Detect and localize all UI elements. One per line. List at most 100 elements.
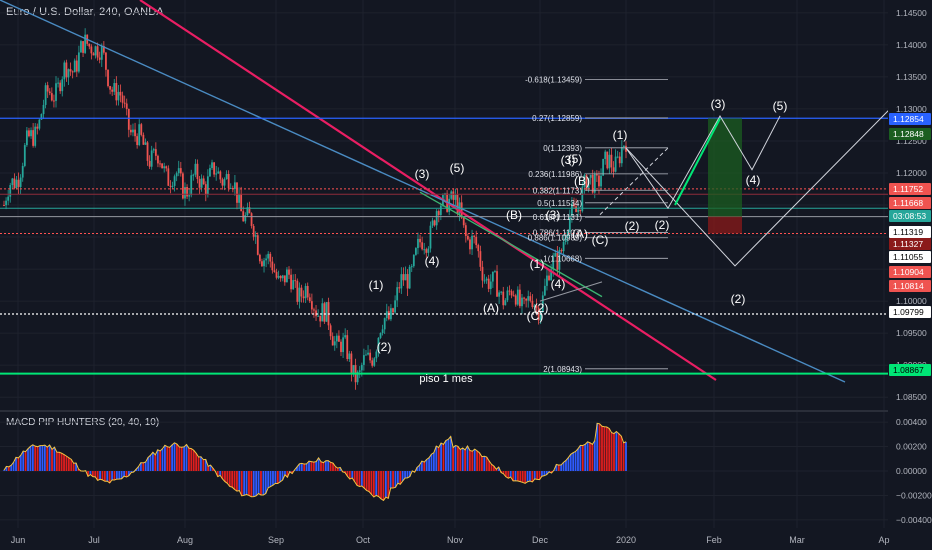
macd-bar [356, 471, 358, 486]
candle-body [589, 174, 592, 178]
macd-bar [380, 471, 382, 499]
candle-body [512, 295, 515, 297]
candle-body [273, 270, 276, 272]
macd-bar [236, 471, 238, 492]
macd-bar [166, 446, 169, 471]
macd-bar [502, 471, 505, 474]
candle-body [219, 171, 222, 180]
time-tick-label: 2020 [616, 535, 636, 545]
price-tick-label: 1.14000 [896, 40, 927, 50]
candle-body [109, 86, 111, 90]
candle-body [42, 104, 45, 115]
candle-body [504, 300, 507, 306]
macd-bar [202, 459, 205, 471]
macd-bar [488, 460, 491, 471]
macd-bar [526, 471, 529, 482]
wave-label: (3) [546, 208, 561, 222]
candle-body [548, 275, 550, 281]
candle-body [254, 235, 257, 237]
macd-bar [41, 445, 44, 471]
candle-body [387, 311, 390, 320]
macd-bar [336, 468, 339, 471]
annotation-label: piso 1 mes [419, 373, 473, 385]
fib-label: -0.618(1.13459) [525, 76, 582, 85]
candle-body [252, 225, 255, 237]
macd-bar [555, 464, 558, 471]
macd-bar [332, 463, 334, 471]
macd-bar [404, 471, 406, 479]
candle-body [552, 256, 555, 270]
macd-bar [240, 471, 243, 496]
candle-body [421, 242, 424, 250]
macd-bar [562, 462, 565, 471]
macd-bar [212, 468, 214, 471]
candle-body [469, 239, 471, 250]
macd-bar [617, 433, 620, 471]
target-zone [708, 118, 742, 217]
projection-path-2 [625, 108, 891, 267]
macd-bar [408, 471, 411, 477]
macd-bar [327, 460, 330, 471]
candle-body [431, 220, 434, 226]
macd-bar [577, 448, 579, 471]
macd-bar [262, 471, 265, 496]
candle-body [196, 163, 199, 180]
wave-label: (2) [655, 218, 670, 232]
candle-body [25, 130, 28, 146]
macd-bar [329, 462, 332, 471]
macd-bar [363, 471, 366, 489]
candle-body [433, 220, 436, 226]
candle-body [121, 95, 124, 103]
symbol-title[interactable]: Euro / U.S. Dollar, 240, OANDA [6, 6, 164, 18]
macd-bar [308, 461, 310, 471]
macd-bar [276, 471, 279, 484]
price-label: 1.10814 [893, 281, 924, 291]
candle-body [535, 305, 538, 308]
candle-body [489, 281, 492, 289]
wave-label: (4) [425, 254, 440, 268]
candle-body [317, 315, 320, 317]
candle-body [211, 162, 213, 169]
macd-bar [103, 471, 106, 482]
macd-bar [286, 471, 289, 478]
macd-bar [579, 445, 582, 471]
macd-bar [567, 457, 570, 471]
macd-bar [601, 426, 603, 471]
macd-bar [497, 467, 500, 471]
macd-bar [440, 443, 442, 471]
macd-bar [279, 471, 282, 482]
candle-body [546, 275, 548, 286]
macd-bar [204, 459, 207, 471]
macd-bar [476, 450, 479, 471]
macd-bar [159, 450, 162, 471]
candle-body [202, 178, 205, 185]
candle-body [38, 119, 41, 129]
macd-bar [197, 456, 200, 471]
candle-body [362, 355, 365, 365]
candle-body [516, 289, 519, 305]
macd-bar [272, 471, 274, 486]
wave-label: (B) [506, 208, 522, 222]
fib-levels: -0.618(1.13459) 0.27(1.12859) 0(1.12393) 0.… [525, 76, 668, 374]
candle-body [294, 280, 297, 282]
macd-bar [545, 471, 548, 475]
candle-body [304, 285, 307, 299]
time-tick-label: Ap [878, 535, 889, 545]
macd-bar [216, 471, 219, 477]
candle-body [329, 325, 332, 337]
candle-body [429, 225, 432, 249]
time-tick-label: Jul [88, 535, 100, 545]
macd-bar [123, 471, 125, 477]
macd-bar [589, 442, 591, 471]
candle-body [500, 291, 503, 293]
candle-body [562, 242, 565, 252]
candle-body [543, 285, 546, 296]
candle-body [331, 336, 334, 346]
candle-body [529, 296, 532, 301]
macd-bar [425, 459, 428, 471]
candle-body [539, 311, 542, 321]
candle-body [460, 202, 463, 218]
price-label-bg [889, 364, 931, 376]
price-tick-label: 1.14500 [896, 8, 927, 18]
